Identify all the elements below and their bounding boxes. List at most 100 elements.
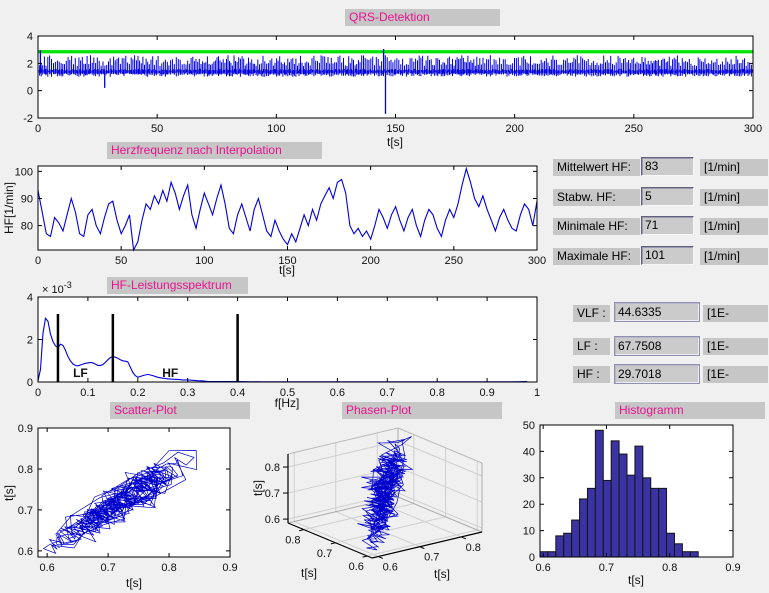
- svg-text:0.9: 0.9: [479, 387, 494, 399]
- svg-text:0.6: 0.6: [349, 561, 364, 573]
- svg-text:100: 100: [15, 166, 33, 178]
- svg-text:0: 0: [35, 387, 41, 399]
- svg-text:4: 4: [27, 292, 33, 304]
- stat-label-std-hf: Stabw. HF:: [553, 189, 640, 206]
- svg-text:0.6: 0.6: [18, 546, 33, 558]
- power-spectrum-plot: LF HF 0 0.1 0.2 0.3 0.4 0.5 0.6 0.7 0.8 0.9 1 0 2 4 f[Hz…: [27, 280, 540, 410]
- svg-text:0.7: 0.7: [100, 562, 115, 574]
- stat-unit-mean-hf: [1/min]: [700, 159, 768, 176]
- stat-label-mean-hf: Mittelwert HF:: [553, 159, 640, 176]
- band-label-hf: HF :: [573, 366, 610, 383]
- svg-text:200: 200: [361, 255, 379, 267]
- svg-text:LF: LF: [73, 366, 88, 380]
- svg-text:30: 30: [523, 473, 535, 485]
- svg-text:0: 0: [35, 123, 41, 135]
- svg-text:2: 2: [27, 335, 33, 347]
- band-value-hf[interactable]: 29.7018: [614, 364, 700, 384]
- svg-text:0.3: 0.3: [180, 387, 195, 399]
- qrs-plot-title: QRS-Detektion: [345, 9, 500, 26]
- svg-text:t[s]: t[s]: [628, 573, 644, 587]
- band-label-vlf: VLF :: [573, 305, 610, 322]
- band-unit-lf: [1E-: [703, 338, 768, 355]
- spectrum-plot-title: HF-Leistungsspektrum: [107, 277, 248, 294]
- stat-unit-min-hf: [1/min]: [700, 218, 768, 235]
- svg-text:t[s]: t[s]: [434, 567, 450, 581]
- svg-text:0.8: 0.8: [662, 562, 677, 574]
- svg-text:0.6: 0.6: [39, 562, 54, 574]
- scatter-plot: 0.6 0.7 0.8 0.9 0.6 0.7 0.8 0.9 t[s] t[s]: [2, 423, 238, 590]
- svg-text:200: 200: [505, 123, 523, 135]
- band-value-vlf[interactable]: 44.6335: [614, 302, 700, 322]
- svg-text:0.7: 0.7: [380, 387, 395, 399]
- svg-text:f[Hz]: f[Hz]: [275, 396, 300, 410]
- phase-plot-3d: 0.6 0.60.60.7 0.70.70.80.80.8t[s] t[s]t[s]: [251, 427, 483, 581]
- svg-text:2: 2: [27, 58, 33, 70]
- svg-text:t[s]: t[s]: [251, 480, 265, 496]
- band-unit-hf: [1E-: [703, 366, 768, 383]
- svg-text:50: 50: [151, 123, 163, 135]
- svg-text:t[s]: t[s]: [301, 566, 317, 580]
- svg-text:4: 4: [27, 31, 33, 43]
- stat-unit-std-hf: [1/min]: [700, 189, 768, 206]
- svg-text:150: 150: [386, 123, 404, 135]
- stat-unit-max-hf: [1/min]: [700, 248, 768, 265]
- svg-text:0.8: 0.8: [285, 535, 300, 547]
- svg-text:0.8: 0.8: [265, 462, 280, 474]
- phase-plot-title: Phasen-Plot: [342, 402, 502, 419]
- svg-text:0.2: 0.2: [130, 387, 145, 399]
- band-unit-vlf: [1E-: [703, 305, 768, 322]
- svg-text:300: 300: [528, 255, 546, 267]
- svg-text:0.7: 0.7: [18, 505, 33, 517]
- svg-text:250: 250: [445, 255, 463, 267]
- stat-value-max-hf[interactable]: 101: [641, 246, 694, 265]
- svg-text:1: 1: [534, 387, 540, 399]
- svg-text:0.7: 0.7: [599, 562, 614, 574]
- svg-text:0.9: 0.9: [18, 423, 33, 435]
- svg-text:100: 100: [267, 123, 285, 135]
- svg-text:0.6: 0.6: [330, 387, 345, 399]
- svg-text:80: 80: [21, 221, 33, 233]
- svg-text:0.1: 0.1: [80, 387, 95, 399]
- svg-text:300: 300: [744, 123, 762, 135]
- stat-value-std-hf[interactable]: 5: [641, 187, 694, 206]
- heart-rate-plot: 0 50 100 150 200 250 300 80 90 100 t[s] HF[1/min]: [2, 165, 546, 277]
- svg-text:20: 20: [523, 499, 535, 511]
- svg-text:250: 250: [625, 123, 643, 135]
- stat-value-mean-hf[interactable]: 83: [641, 157, 694, 176]
- svg-text:50: 50: [523, 420, 535, 432]
- svg-text:150: 150: [278, 255, 296, 267]
- svg-text:HF: HF: [162, 366, 178, 380]
- svg-text:t[s]: t[s]: [279, 263, 295, 277]
- svg-text:0.7: 0.7: [424, 552, 439, 564]
- stat-value-min-hf[interactable]: 71: [641, 216, 694, 235]
- svg-text:0: 0: [529, 552, 535, 564]
- svg-text:0.9: 0.9: [725, 562, 740, 574]
- svg-text:0.6: 0.6: [265, 514, 280, 526]
- svg-text:t[s]: t[s]: [387, 135, 403, 149]
- svg-text:40: 40: [523, 446, 535, 458]
- svg-text:-2: -2: [23, 113, 33, 125]
- histogram-plot-title: Histogramm: [615, 402, 765, 419]
- svg-text:t[s]: t[s]: [2, 485, 16, 501]
- stat-label-min-hf: Minimale HF:: [553, 218, 640, 235]
- svg-text:0.5: 0.5: [280, 387, 295, 399]
- svg-text:0.8: 0.8: [18, 464, 33, 476]
- svg-text:0: 0: [27, 377, 33, 389]
- svg-text:10: 10: [523, 526, 535, 538]
- band-value-lf[interactable]: 67.7508: [614, 336, 700, 356]
- heart-rate-plot-title: Herzfrequenz nach Interpolation: [107, 142, 322, 159]
- svg-text:0.6: 0.6: [536, 562, 551, 574]
- svg-text:0.4: 0.4: [230, 387, 245, 399]
- svg-text:0.7: 0.7: [265, 488, 280, 500]
- svg-text:0.8: 0.8: [430, 387, 445, 399]
- svg-text:0: 0: [35, 255, 41, 267]
- svg-text:0.7: 0.7: [317, 548, 332, 560]
- svg-text:HF[1/min]: HF[1/min]: [2, 182, 16, 234]
- svg-text:100: 100: [195, 255, 213, 267]
- band-label-lf: LF :: [573, 338, 610, 355]
- svg-text:0.6: 0.6: [383, 562, 398, 574]
- histogram-plot: 0.6 0.7 0.8 0.9 0 10 20 30 40 50 t[s]: [523, 420, 741, 587]
- stat-label-max-hf: Maximale HF:: [553, 248, 640, 265]
